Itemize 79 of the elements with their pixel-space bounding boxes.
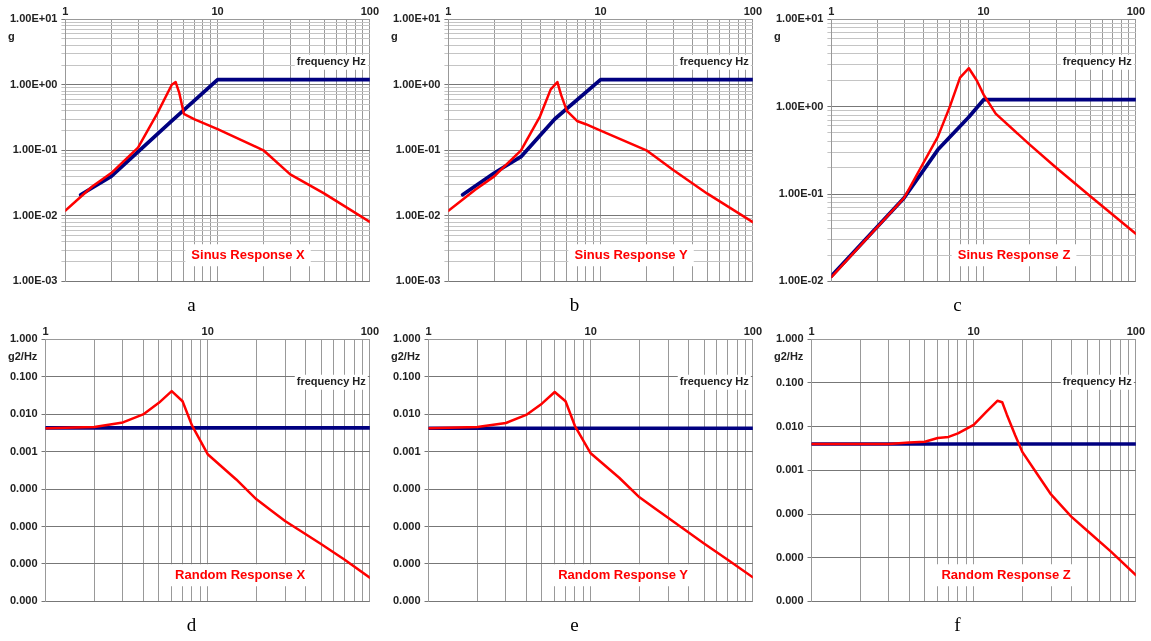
y-axis-title: g2/Hz <box>7 350 38 363</box>
text: Random Response X <box>174 566 305 582</box>
y-tick-label: 0.000 <box>392 556 421 569</box>
y-tick-label: 0.010 <box>9 407 38 420</box>
x-tick-label: 10 <box>201 324 214 337</box>
y-tick-label: 0.000 <box>9 482 38 495</box>
y-tick-label: 0.010 <box>775 419 804 432</box>
x-tick-label: 100 <box>743 4 762 17</box>
y-tick-label: 0.000 <box>9 594 38 607</box>
y-tick-label: 1.00E+01 <box>9 12 57 25</box>
x-tick-label: 100 <box>743 324 762 337</box>
y-axis-title: g <box>390 30 398 43</box>
y-tick-label: 1.00E+00 <box>392 77 440 90</box>
y-tick-label: 0.000 <box>775 507 804 520</box>
x-tick-label: 100 <box>360 4 379 17</box>
y-tick-label: 1.00E-01 <box>395 143 440 156</box>
text: a <box>187 294 196 316</box>
y-tick-label: 1.00E-03 <box>395 274 440 287</box>
y-tick-label: 0.010 <box>392 407 421 420</box>
y-axis-title: g <box>773 30 781 43</box>
y-tick-label: 0.000 <box>9 519 38 532</box>
y-tick-label: 1.00E-02 <box>12 208 57 221</box>
y-tick-label: 1.00E-02 <box>778 274 823 287</box>
x-axis-title: frequency Hz <box>296 375 366 388</box>
y-tick-label: 1.00E+01 <box>775 12 823 25</box>
y-axis-title: g <box>7 30 15 43</box>
y-tick-label: 0.000 <box>775 550 804 563</box>
y-tick-label: 1.00E-03 <box>12 274 57 287</box>
y-tick-label: 1.000 <box>392 332 421 345</box>
x-tick-label: 1 <box>61 4 68 17</box>
y-tick-label: 1.00E-02 <box>395 208 440 221</box>
text: b <box>569 294 580 316</box>
y-tick-label: 1.00E-01 <box>778 187 823 200</box>
x-tick-label: 10 <box>593 4 607 17</box>
y-tick-label: 0.000 <box>775 594 804 607</box>
y-tick-label: 0.001 <box>775 463 804 476</box>
text: Sinus Response Y <box>573 246 688 262</box>
y-axis-title: g2/Hz <box>390 350 421 363</box>
x-axis-title: frequency Hz <box>296 55 366 68</box>
y-tick-label: 1.000 <box>9 332 38 345</box>
y-tick-label: 0.001 <box>392 444 421 457</box>
y-tick-label: 0.001 <box>9 444 38 457</box>
x-tick-label: 1 <box>827 4 834 17</box>
y-tick-label: 0.000 <box>9 556 38 569</box>
text: Sinus Response Z <box>957 246 1070 262</box>
x-tick-label: 10 <box>584 324 597 337</box>
x-tick-label: 100 <box>1126 324 1145 337</box>
y-axis-title: g2/Hz <box>773 350 804 363</box>
y-tick-label: 1.00E+00 <box>775 99 823 112</box>
x-tick-label: 100 <box>360 324 379 337</box>
text: Random Response Y <box>557 566 688 582</box>
x-axis-title: frequency Hz <box>679 55 749 68</box>
y-tick-label: 0.000 <box>392 519 421 532</box>
x-tick-label: 1 <box>424 324 432 337</box>
text: e <box>570 614 579 636</box>
x-axis-title: frequency Hz <box>679 375 749 388</box>
x-axis-title: frequency Hz <box>1062 55 1132 68</box>
x-tick-label: 1 <box>41 324 49 337</box>
x-tick-label: 1 <box>444 4 451 17</box>
y-tick-label: 0.100 <box>9 369 38 382</box>
y-tick-label: 1.00E+00 <box>9 77 57 90</box>
text: Sinus Response X <box>190 246 305 262</box>
y-tick-label: 1.00E-01 <box>12 143 57 156</box>
text: d <box>186 614 197 636</box>
y-tick-label: 0.100 <box>392 369 421 382</box>
x-tick-label: 100 <box>1126 4 1145 17</box>
y-tick-label: 0.000 <box>392 594 421 607</box>
text: f <box>954 614 961 636</box>
y-tick-label: 1.00E+01 <box>392 12 440 25</box>
text: c <box>953 294 962 316</box>
x-tick-label: 10 <box>976 4 990 17</box>
x-tick-label: 10 <box>967 324 980 337</box>
x-axis-title: frequency Hz <box>1062 375 1132 388</box>
x-tick-label: 10 <box>210 4 224 17</box>
y-tick-label: 1.000 <box>775 332 804 345</box>
y-tick-label: 0.000 <box>392 482 421 495</box>
y-tick-label: 0.100 <box>775 375 804 388</box>
x-tick-label: 1 <box>807 324 815 337</box>
text: Random Response Z <box>940 566 1071 582</box>
